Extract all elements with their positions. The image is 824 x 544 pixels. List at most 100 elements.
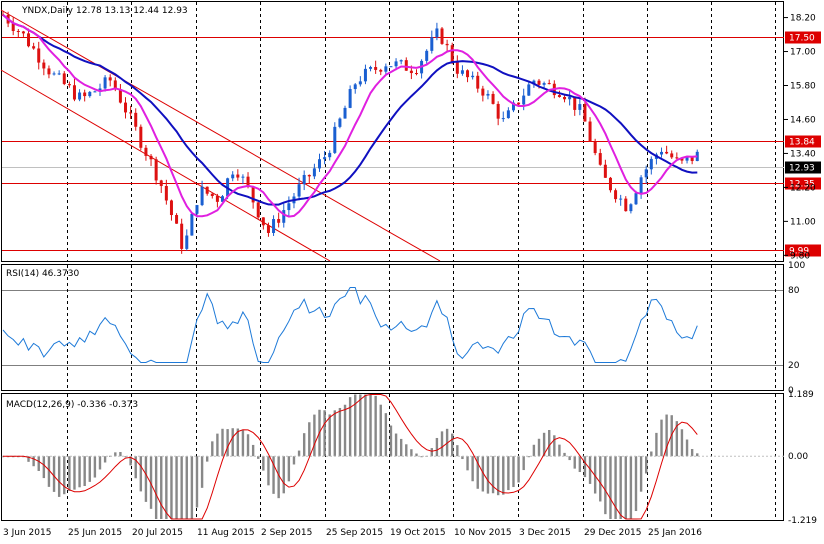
rsi-tick-label: 20 [788, 361, 800, 371]
macd-bar [405, 444, 408, 457]
macd-bar [507, 456, 510, 491]
macd-bar [399, 438, 403, 457]
macd-bar [323, 410, 326, 457]
macd-bar [124, 456, 127, 458]
candle-body [124, 102, 128, 113]
macd-bar [88, 456, 91, 482]
candle-body [21, 31, 25, 34]
macd-bar [588, 456, 592, 484]
trend-channel [0, 9, 441, 262]
candle-body [297, 184, 301, 197]
candle-body [221, 196, 225, 202]
macd-bar [629, 456, 633, 520]
macd-bar [481, 456, 485, 492]
macd-bar [369, 394, 372, 457]
macd-bar [558, 444, 561, 457]
macd-bar [338, 407, 342, 457]
rsi-panel[interactable] [1, 264, 784, 391]
macd-bar [502, 456, 505, 495]
macd-bar [420, 456, 423, 458]
current-price-label: 12.93 [789, 164, 815, 174]
x-tick-label: 10 Nov 2015 [454, 528, 512, 538]
candle-body [394, 61, 398, 67]
macd-bar [343, 404, 347, 457]
candle-body [491, 93, 495, 104]
current-price-tag [785, 161, 821, 174]
level-tag [785, 244, 821, 257]
candle-body [506, 110, 510, 119]
macd-bar [410, 449, 413, 457]
candle-body [190, 213, 194, 236]
candle-body [312, 168, 316, 177]
macd-tick-label: -1.219 [788, 516, 817, 526]
macd-bar [619, 456, 622, 520]
candle-body [27, 33, 31, 47]
y-tick-label: 12.20 [790, 183, 816, 193]
macd-bar [394, 433, 398, 457]
candle-body [660, 151, 664, 155]
candle-body [78, 92, 82, 100]
candle-body [333, 126, 337, 153]
candle-body [634, 193, 638, 205]
price-panel[interactable] [1, 1, 784, 262]
macd-bar [491, 456, 495, 494]
macd-bar [680, 429, 684, 457]
macd-bar [47, 456, 51, 487]
y-axis-labels: 18.2017.0015.8014.6013.4012.2011.009.801… [784, 14, 817, 526]
macd-bar [63, 456, 66, 495]
candle-body [624, 198, 628, 212]
macd-bar [650, 451, 653, 457]
candle-body [557, 95, 561, 97]
candle-body [88, 91, 92, 97]
macd-bar [83, 456, 86, 487]
y-tick-label: 15.80 [790, 82, 816, 92]
macd-bar [568, 456, 571, 461]
macd-bar [456, 445, 459, 457]
macd-bar [696, 453, 699, 457]
candle-body [37, 48, 41, 63]
macd-bar [553, 435, 556, 457]
candle-body [369, 67, 373, 69]
macd-bar [221, 428, 224, 457]
candle-body [435, 28, 439, 38]
macd-tick-label: 1.189 [788, 390, 814, 400]
macd-bar [52, 456, 56, 492]
candle-body [32, 46, 36, 49]
candle-body [164, 185, 168, 201]
candle-body [175, 215, 179, 224]
candle-body [108, 77, 112, 81]
macd-bar [690, 448, 694, 457]
candle-body [353, 84, 357, 90]
candle-body [159, 180, 163, 186]
candle-body [450, 45, 454, 62]
x-tick-label: 19 Oct 2015 [390, 528, 446, 538]
candle-body [282, 210, 286, 223]
macd-bar [175, 456, 178, 520]
candle-body [261, 217, 265, 226]
macd-bar [563, 452, 566, 457]
macd-bar [154, 456, 158, 520]
macd-bar [486, 456, 490, 494]
candle-body [343, 107, 347, 119]
x-tick-label: 29 Dec 2015 [584, 528, 642, 538]
macd-bar [614, 456, 617, 520]
macd-bar [42, 456, 46, 479]
macd-bar [639, 456, 643, 492]
candle-body [363, 68, 367, 82]
candle-body [205, 186, 209, 194]
macd-bar [272, 456, 275, 494]
rsi-tick-label: 0 [788, 386, 794, 396]
candle-body [537, 80, 541, 85]
macd-panel[interactable] [1, 393, 784, 521]
candle-body [496, 103, 500, 119]
candle-body [414, 73, 418, 75]
candle-body [251, 186, 255, 203]
y-tick-label: 14.60 [790, 115, 816, 125]
macd-bar [114, 452, 117, 457]
macd-bar [466, 456, 469, 471]
candle-body [200, 186, 204, 206]
y-tick-label: 17.00 [790, 48, 816, 58]
macd-bar [190, 456, 194, 520]
macd-bar [548, 429, 551, 457]
